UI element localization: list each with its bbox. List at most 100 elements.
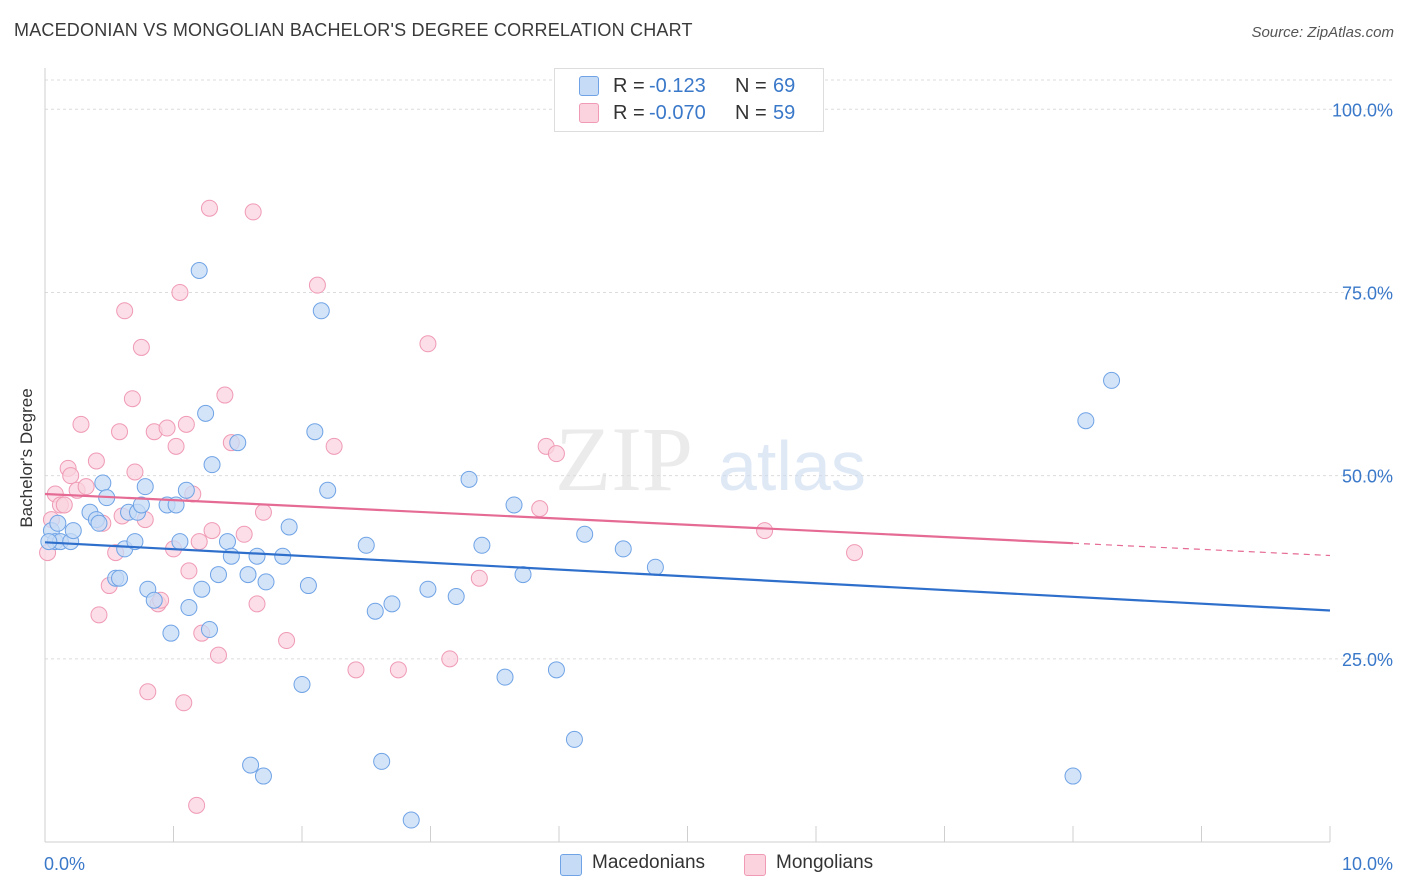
macedonian-point [293,675,311,693]
macedonian-point [312,302,330,320]
mongolian-point [167,437,185,455]
mongolian-point [419,335,437,353]
watermark: ZIP atlas [555,408,866,510]
mongolian-point [389,661,407,679]
mongolian-point [116,302,134,320]
watermark-atlas: atlas [718,427,866,505]
tick-labels: 25.0% 50.0% 75.0% 100.0% 0.0% 10.0% [44,100,1393,874]
macedonian-point [496,668,514,686]
mongolian-point [171,283,189,301]
legend-swatch-blue [560,854,582,876]
macedonian-point [257,573,275,591]
macedonian-point [473,536,491,554]
macedonian-point [460,470,478,488]
trend-line-mongolians [44,492,1074,545]
macedonian-point [209,566,227,584]
macedonian-point [200,621,218,639]
mongolian-point [325,437,343,455]
mongolian-point [123,390,141,408]
macedonian-point [94,474,112,492]
mongolian-point [87,452,105,470]
y-tick-label: 75.0% [1342,283,1393,303]
macedonian-point [373,752,391,770]
macedonian-point [49,514,67,532]
macedonian-point [180,599,198,617]
mongolian-point [308,276,326,294]
y-tick-label: 25.0% [1342,650,1393,670]
macedonian-point [218,533,236,551]
r-label: R = [613,102,645,124]
stats-swatch-pink [579,103,599,123]
chart-title: MACEDONIAN VS MONGOLIAN BACHELOR'S DEGRE… [14,20,693,40]
x-tick-label: 10.0% [1342,854,1393,874]
axes [44,68,1331,843]
macedonian-point [229,434,247,452]
mongolian-point [200,199,218,217]
macedonian-point [576,525,594,543]
legend-label: Mongolians [776,852,874,873]
mongolian-point [278,632,296,650]
n-label: N = [735,102,767,124]
macedonian-point [203,456,221,474]
mongolian-point [441,650,459,668]
mongolian-point [846,544,864,562]
macedonian-point [447,588,465,606]
watermark-zip: ZIP [555,408,693,510]
macedonian-point [222,547,240,565]
macedonian-point [239,566,257,584]
mongolian-point [531,500,549,518]
macedonian-point [357,536,375,554]
mongolian-point [235,525,253,543]
mongolian-point [175,694,193,712]
mongolian-point [203,522,221,540]
macedonian-point [132,496,150,514]
macedonian-point [646,558,664,576]
mongolian-point [756,522,774,540]
macedonian-point [419,580,437,598]
x-tick-label: 0.0% [44,854,85,874]
macedonian-point [505,496,523,514]
mongolian-point [216,386,234,404]
macedonian-point [111,569,129,587]
macedonian-point [242,756,260,774]
mongolian-point [188,796,206,814]
trend-line-macedonians [44,541,1331,612]
macedonian-point [177,481,195,499]
macedonian-point [614,540,632,558]
macedonian-point [126,533,144,551]
macedonian-point [171,533,189,551]
macedonian-point [366,602,384,620]
macedonian-point [64,522,82,540]
mongolian-point [77,478,95,496]
macedonian-point [1077,412,1095,430]
mongolian-point [158,419,176,437]
macedonian-point [280,518,298,536]
legend-label: Macedonians [592,852,706,873]
macedonian-point [254,767,272,785]
mongolian-point [347,661,365,679]
macedonian-point [565,730,583,748]
macedonian-point [1103,371,1121,389]
mongolian-point [62,467,80,485]
macedonian-point [514,566,532,584]
macedonian-point [402,811,420,829]
r-value: -0.123 [649,75,706,97]
macedonian-point [547,661,565,679]
n-value: 69 [773,75,796,97]
mongolian-point [126,463,144,481]
mongolian-point [72,415,90,433]
n-value: 59 [773,102,796,124]
mongolian-point [55,496,73,514]
stats-box: R = -0.123 N = 69 R = -0.070 N = 59 [554,68,824,132]
n-label: N = [735,75,767,97]
macedonian-point [162,624,180,642]
trend-lines [44,492,1331,612]
macedonian-point [197,404,215,422]
mongolian-point [470,569,488,587]
y-tick-label: 100.0% [1332,100,1393,120]
macedonian-point [248,547,266,565]
mongolian-point [190,533,208,551]
macedonian-point [319,481,337,499]
mongolian-point [248,595,266,613]
